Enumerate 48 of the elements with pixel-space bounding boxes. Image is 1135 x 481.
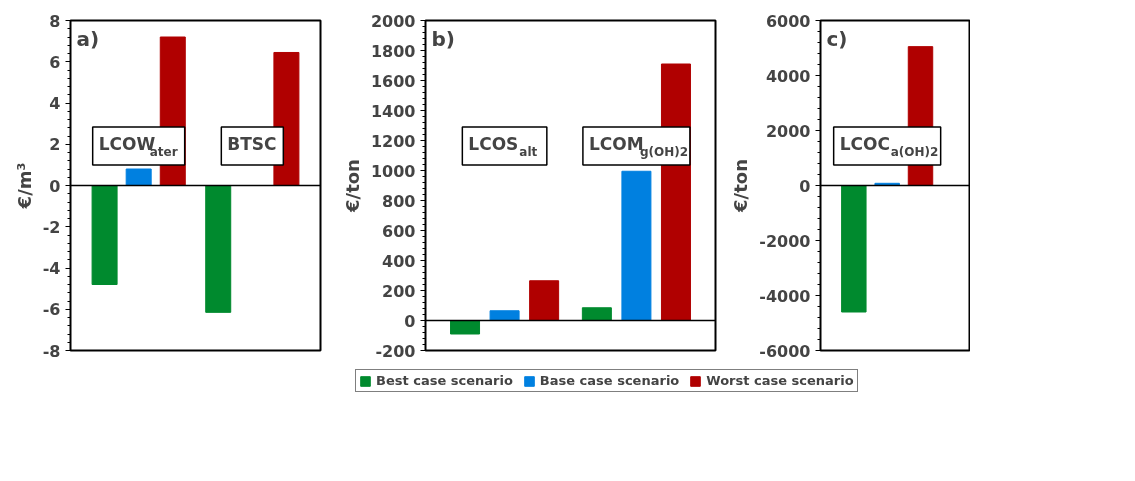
y-axis-title: €/ton bbox=[341, 159, 363, 213]
y-tick-label: -8 bbox=[42, 341, 61, 361]
legend-label: Base case scenario bbox=[539, 373, 680, 388]
annotation: LCOWater bbox=[98, 133, 178, 159]
y-tick-label: 6 bbox=[49, 52, 61, 72]
y-tick-label: 0 bbox=[799, 176, 811, 196]
bar bbox=[205, 185, 232, 313]
chart-title: b) bbox=[431, 26, 455, 51]
y-tick-label: 600 bbox=[382, 221, 416, 241]
y-tick-label: 400 bbox=[382, 251, 416, 271]
y-axis-title: €/ton bbox=[730, 159, 752, 213]
y-axis-title: €/m³ bbox=[13, 162, 35, 210]
y-tick-label: 1800 bbox=[370, 41, 416, 61]
annotation: BTSC bbox=[227, 133, 277, 154]
y-tick-label: -6 bbox=[42, 300, 61, 320]
chart-title: a) bbox=[76, 26, 100, 51]
y-tick-label: -6000 bbox=[759, 341, 811, 361]
y-tick-label: -4 bbox=[42, 259, 61, 278]
y-tick-label: 6000 bbox=[765, 11, 811, 31]
y-tick-label: 1200 bbox=[370, 131, 416, 151]
bar bbox=[621, 170, 652, 321]
y-tick-label: 800 bbox=[382, 191, 416, 211]
y-tick-label: 4000 bbox=[765, 66, 811, 86]
y-tick-label: 8 bbox=[49, 11, 61, 31]
y-tick-label: 0 bbox=[404, 311, 416, 331]
y-tick-label: 2 bbox=[49, 135, 61, 155]
y-tick-label: -2 bbox=[42, 217, 61, 237]
bar bbox=[125, 168, 152, 186]
legend-label: Best case scenario bbox=[376, 373, 513, 388]
y-tick-label: 200 bbox=[382, 281, 416, 301]
y-tick-label: 4 bbox=[49, 94, 61, 113]
bar bbox=[450, 320, 481, 335]
y-tick-label: -4000 bbox=[759, 286, 811, 306]
chart-title: c) bbox=[826, 26, 848, 51]
bar bbox=[581, 307, 612, 321]
legend-label: Worst case scenario bbox=[706, 373, 854, 388]
bar bbox=[529, 280, 560, 321]
y-tick-label: 0 bbox=[49, 176, 61, 196]
y-tick-label: 1000 bbox=[370, 161, 416, 181]
y-tick-label: -200 bbox=[375, 341, 416, 361]
y-tick-label: 1600 bbox=[370, 71, 416, 91]
bar bbox=[91, 185, 118, 285]
y-tick-label: 1400 bbox=[370, 101, 416, 121]
y-tick-label: -2000 bbox=[759, 231, 811, 251]
bar bbox=[841, 185, 867, 313]
bar bbox=[489, 310, 520, 321]
y-tick-label: 2000 bbox=[370, 11, 416, 31]
y-tick-label: 2000 bbox=[765, 121, 811, 141]
